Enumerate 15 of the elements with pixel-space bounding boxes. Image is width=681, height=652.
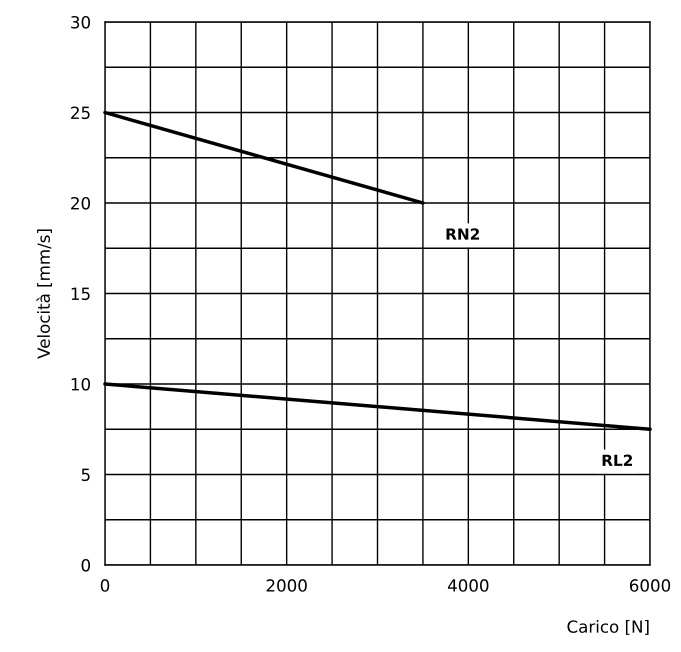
x-tick-label: 6000 (630, 579, 670, 592)
x-axis-title: Carico [N] (567, 620, 649, 635)
x-tick-label: 4000 (448, 579, 488, 592)
y-tick-label: 15 (72, 288, 90, 300)
y-tick-label: 30 (71, 16, 90, 29)
y-axis-title: Velocità [mm/s] (36, 230, 52, 359)
y-tick-label: 10 (72, 378, 90, 391)
x-tick-label: 2000 (266, 579, 307, 592)
x-tick-label: 0 (100, 579, 110, 592)
text: RN2 (446, 228, 479, 240)
y-tick-label: 5 (82, 468, 90, 482)
y-tick-label: 25 (71, 106, 90, 120)
y-tick-label: 20 (71, 196, 90, 210)
series-label: RL2 (602, 454, 632, 466)
y-tick-label: 0 (82, 558, 90, 572)
